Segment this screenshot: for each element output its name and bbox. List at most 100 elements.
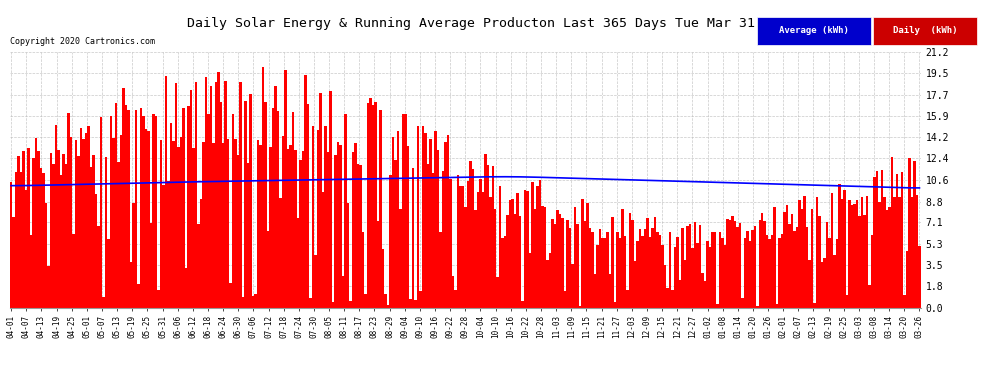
Bar xyxy=(102,297,105,307)
Bar xyxy=(274,86,277,308)
Bar xyxy=(918,246,921,308)
Bar xyxy=(850,205,853,308)
Bar xyxy=(632,219,634,308)
Bar xyxy=(97,225,100,308)
Bar xyxy=(778,238,781,308)
Bar xyxy=(469,161,471,308)
Bar xyxy=(364,294,366,307)
Bar xyxy=(781,234,783,308)
Bar xyxy=(579,306,581,308)
Bar xyxy=(95,194,97,308)
Bar xyxy=(524,190,527,308)
Bar xyxy=(648,237,651,308)
Bar xyxy=(601,238,604,308)
Bar xyxy=(429,139,432,308)
Bar xyxy=(459,186,461,308)
Bar xyxy=(651,228,653,308)
Bar xyxy=(913,162,916,308)
Bar xyxy=(776,304,778,307)
Bar xyxy=(886,210,888,308)
Bar xyxy=(809,261,811,308)
Bar xyxy=(369,98,371,308)
Bar xyxy=(125,105,127,308)
Bar xyxy=(354,143,356,308)
Bar xyxy=(861,197,863,308)
Bar xyxy=(309,298,312,307)
Bar xyxy=(758,220,761,308)
Bar xyxy=(746,231,748,308)
Bar xyxy=(689,224,691,308)
Bar xyxy=(437,150,440,308)
Bar xyxy=(419,291,422,308)
Bar xyxy=(414,300,417,307)
Bar xyxy=(322,192,325,308)
Bar xyxy=(179,136,182,308)
Bar xyxy=(35,138,38,308)
Bar xyxy=(848,200,850,308)
Bar xyxy=(814,303,816,307)
Bar xyxy=(210,87,212,308)
Bar xyxy=(90,167,92,308)
Bar xyxy=(154,116,157,308)
Bar xyxy=(187,105,189,308)
Bar xyxy=(729,220,731,308)
Bar xyxy=(726,219,729,308)
Bar xyxy=(167,180,169,308)
Bar xyxy=(901,172,903,308)
Bar xyxy=(656,232,658,308)
Bar xyxy=(215,82,217,308)
Bar xyxy=(267,231,269,308)
Bar xyxy=(379,110,382,308)
Bar xyxy=(836,239,839,308)
Text: Average (kWh): Average (kWh) xyxy=(779,26,849,36)
Bar xyxy=(340,145,342,308)
Bar xyxy=(279,198,282,308)
Bar xyxy=(614,302,616,307)
Bar xyxy=(553,224,556,308)
Bar xyxy=(48,266,50,308)
Bar xyxy=(627,290,629,308)
Bar xyxy=(876,171,878,308)
Bar xyxy=(661,244,663,308)
Bar xyxy=(841,199,843,308)
Bar xyxy=(85,133,87,308)
Bar xyxy=(325,126,327,308)
Bar xyxy=(863,215,866,308)
Bar xyxy=(394,160,397,308)
Bar xyxy=(164,76,167,308)
Bar xyxy=(105,157,107,308)
Bar xyxy=(736,227,739,308)
Bar xyxy=(162,185,164,308)
Bar xyxy=(237,155,240,308)
Text: Copyright 2020 Cartronics.com: Copyright 2020 Cartronics.com xyxy=(10,38,154,46)
Bar xyxy=(427,164,429,308)
Bar xyxy=(709,248,711,308)
Bar xyxy=(589,228,591,308)
Bar xyxy=(783,212,786,308)
Bar xyxy=(432,172,434,308)
Bar xyxy=(539,180,542,308)
Bar xyxy=(445,142,446,308)
Bar xyxy=(896,174,898,308)
Bar xyxy=(763,222,766,308)
Bar xyxy=(382,249,384,308)
Bar xyxy=(819,216,821,308)
Bar xyxy=(911,196,913,308)
Bar xyxy=(499,186,502,308)
Bar xyxy=(858,216,861,308)
Bar xyxy=(232,114,235,308)
Bar xyxy=(342,276,345,308)
Bar xyxy=(491,166,494,308)
Bar xyxy=(205,77,207,308)
Bar xyxy=(561,218,564,308)
Bar xyxy=(599,229,601,308)
Bar xyxy=(509,200,512,308)
Bar xyxy=(908,158,911,308)
Bar xyxy=(152,114,154,308)
Bar xyxy=(264,102,267,308)
Bar xyxy=(845,296,848,307)
Bar xyxy=(424,133,427,308)
Bar xyxy=(871,235,873,308)
Bar xyxy=(127,110,130,308)
Bar xyxy=(821,262,824,308)
